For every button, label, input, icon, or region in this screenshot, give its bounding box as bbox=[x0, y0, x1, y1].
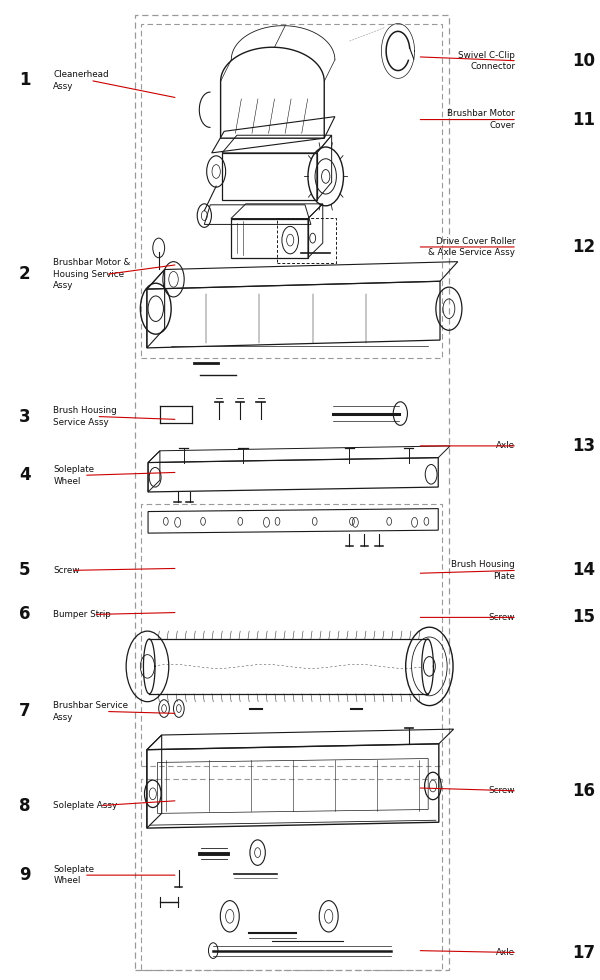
Text: Cleanerhead
Assy: Cleanerhead Assy bbox=[53, 71, 109, 90]
Text: 3: 3 bbox=[19, 408, 31, 425]
Text: 14: 14 bbox=[572, 562, 596, 579]
Bar bbox=[135, 15, 449, 970]
Text: Brushbar Motor
Cover: Brushbar Motor Cover bbox=[448, 110, 515, 129]
Bar bbox=[141, 779, 442, 970]
Text: Brushbar Service
Assy: Brushbar Service Assy bbox=[53, 702, 128, 721]
Text: Soleplate
Wheel: Soleplate Wheel bbox=[53, 865, 94, 885]
Text: Screw: Screw bbox=[489, 786, 515, 796]
Text: 12: 12 bbox=[572, 238, 596, 256]
Text: 2: 2 bbox=[19, 266, 31, 283]
Text: Brush Housing
Plate: Brush Housing Plate bbox=[451, 561, 515, 580]
Text: 9: 9 bbox=[19, 866, 31, 884]
Text: Bumper Strip: Bumper Strip bbox=[53, 610, 111, 619]
Text: 10: 10 bbox=[572, 52, 596, 70]
Text: Screw: Screw bbox=[489, 612, 515, 622]
Text: Brushbar Motor &
Housing Service
Assy: Brushbar Motor & Housing Service Assy bbox=[53, 259, 131, 290]
Text: 7: 7 bbox=[19, 703, 31, 720]
Text: Soleplate
Wheel: Soleplate Wheel bbox=[53, 466, 94, 485]
Text: Drive Cover Roller
& Axle Service Assy: Drive Cover Roller & Axle Service Assy bbox=[428, 237, 515, 257]
Text: Axle: Axle bbox=[496, 948, 515, 957]
Text: 4: 4 bbox=[19, 466, 31, 484]
Text: 13: 13 bbox=[572, 437, 596, 455]
Text: 11: 11 bbox=[572, 111, 596, 128]
Text: 17: 17 bbox=[572, 944, 596, 961]
Text: Soleplate Assy: Soleplate Assy bbox=[53, 801, 118, 810]
Bar bbox=[141, 504, 442, 766]
Text: Axle: Axle bbox=[496, 441, 515, 451]
Text: Swivel C-Clip
Connector: Swivel C-Clip Connector bbox=[458, 51, 515, 71]
Text: 15: 15 bbox=[572, 609, 596, 626]
Bar bbox=[277, 218, 337, 263]
Text: Brush Housing
Service Assy: Brush Housing Service Assy bbox=[53, 407, 117, 426]
Text: 8: 8 bbox=[19, 797, 31, 814]
Bar bbox=[141, 24, 442, 358]
Text: 16: 16 bbox=[572, 782, 596, 800]
Text: 1: 1 bbox=[19, 72, 31, 89]
Text: 6: 6 bbox=[19, 606, 31, 623]
Text: 5: 5 bbox=[19, 562, 31, 579]
Text: Screw: Screw bbox=[53, 565, 80, 575]
